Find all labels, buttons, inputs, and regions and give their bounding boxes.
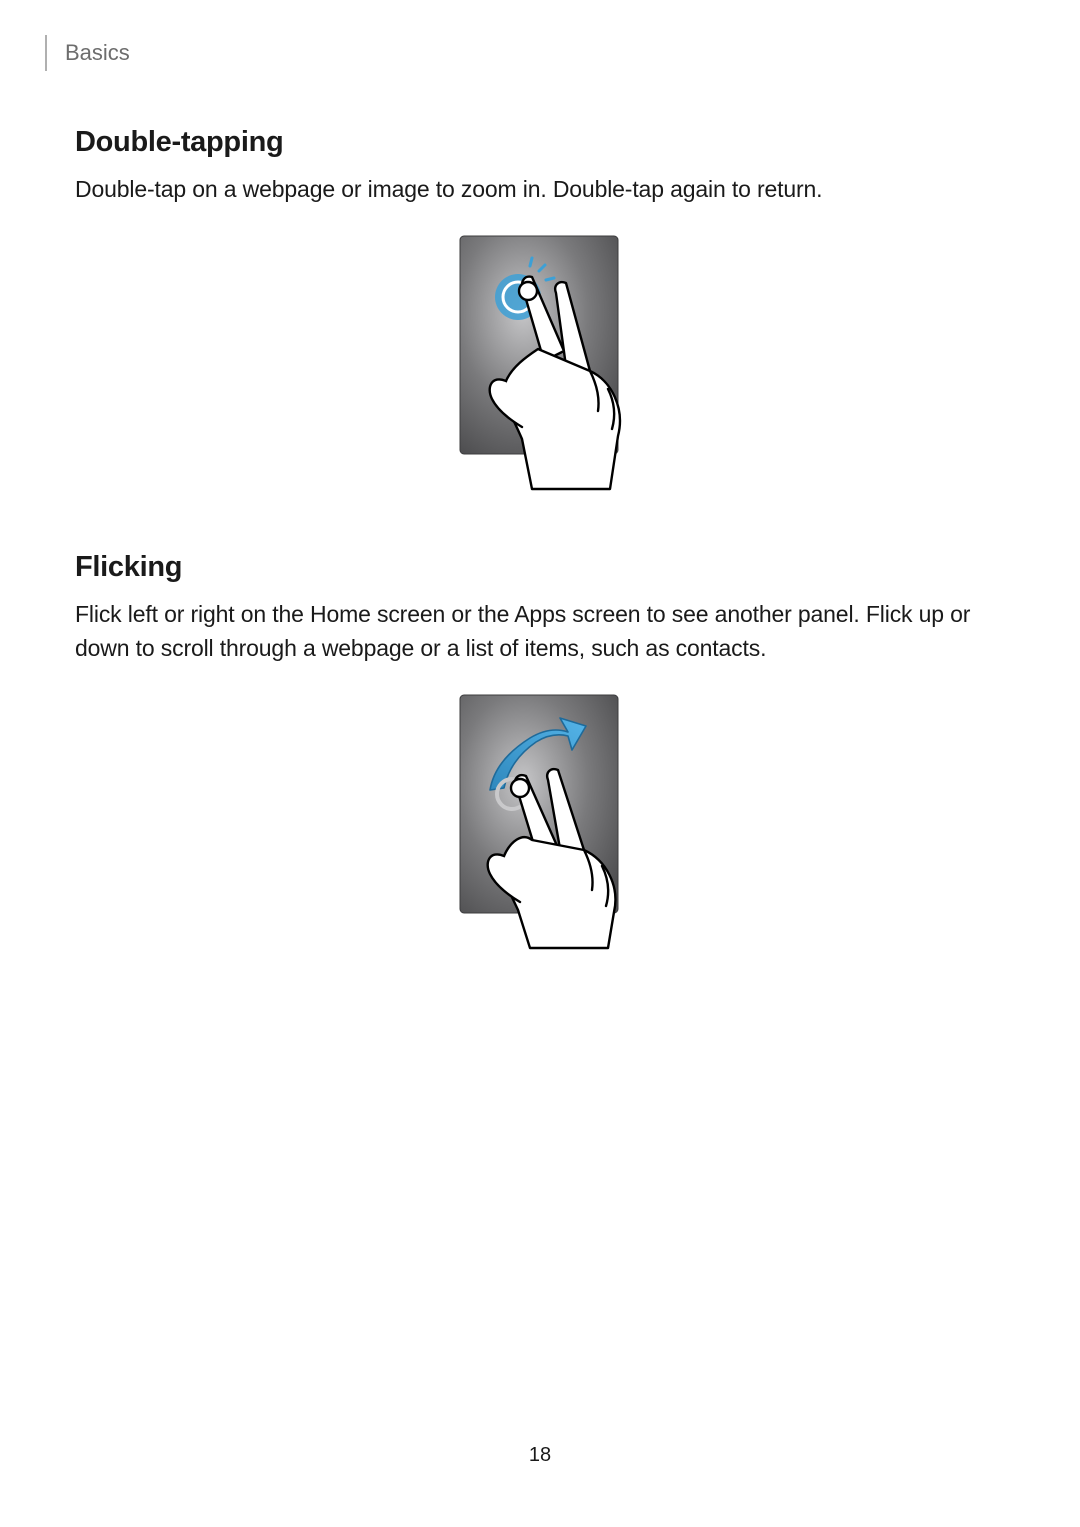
- figure-flick: [75, 690, 1005, 950]
- document-page: Basics Double-tapping Double-tap on a we…: [0, 0, 1080, 1527]
- section-body: Flick left or right on the Home screen o…: [75, 598, 1005, 665]
- page-header: Basics: [75, 35, 1005, 71]
- page-number: 18: [0, 1444, 1080, 1467]
- figure-double-tap: [75, 231, 1005, 491]
- breadcrumb: Basics: [65, 40, 130, 66]
- flick-illustration: [440, 690, 640, 950]
- section-heading: Flicking: [75, 551, 1005, 584]
- double-tap-illustration: [440, 231, 640, 491]
- section-heading: Double-tapping: [75, 126, 1005, 159]
- section-body: Double-tap on a webpage or image to zoom…: [75, 173, 1005, 206]
- section-flicking: Flicking Flick left or right on the Home…: [75, 551, 1005, 950]
- header-divider: [45, 35, 47, 71]
- section-double-tapping: Double-tapping Double-tap on a webpage o…: [75, 126, 1005, 491]
